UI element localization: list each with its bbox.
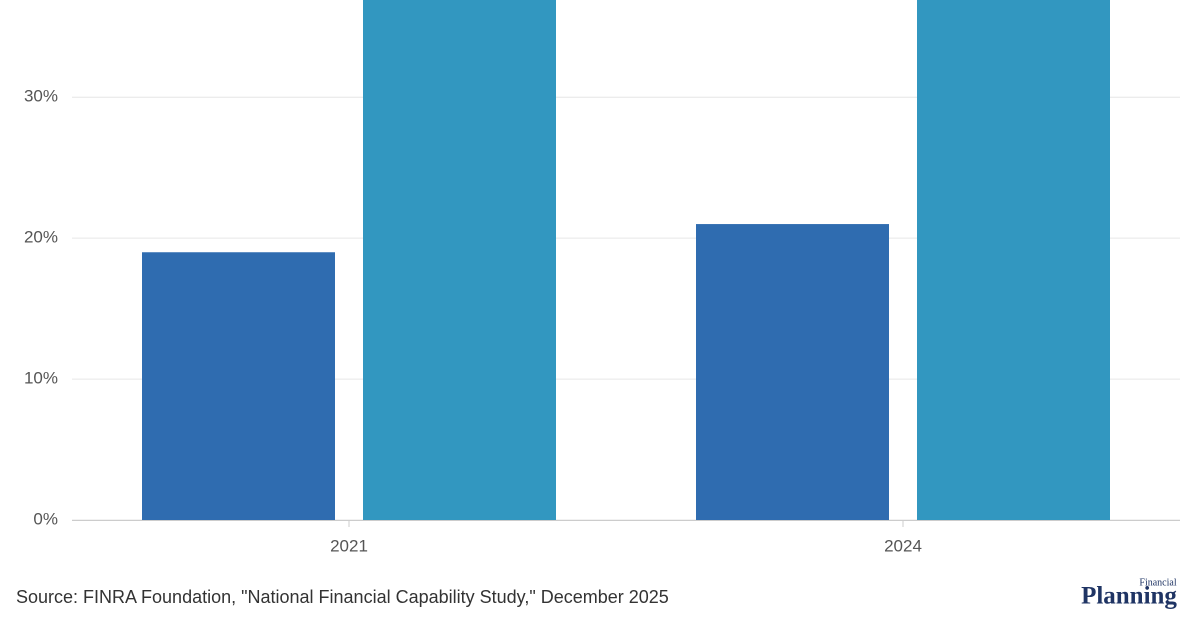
y-tick-label: 20% (24, 228, 58, 247)
y-tick-label: 0% (33, 509, 58, 528)
logo: Planning (1081, 583, 1177, 610)
bars (142, 0, 1110, 520)
x-tick-label: 2024 (884, 536, 922, 555)
bar (917, 0, 1110, 520)
bar (696, 224, 889, 520)
logo-top: Financial (1139, 577, 1176, 588)
y-tick-label: 30% (24, 87, 58, 106)
y-tick-label: 10% (24, 369, 58, 388)
source: Source: FINRA Foundation, "National Fina… (16, 587, 669, 607)
x-tick-label: 2021 (330, 536, 368, 555)
bar (363, 0, 556, 520)
bar (142, 252, 335, 520)
